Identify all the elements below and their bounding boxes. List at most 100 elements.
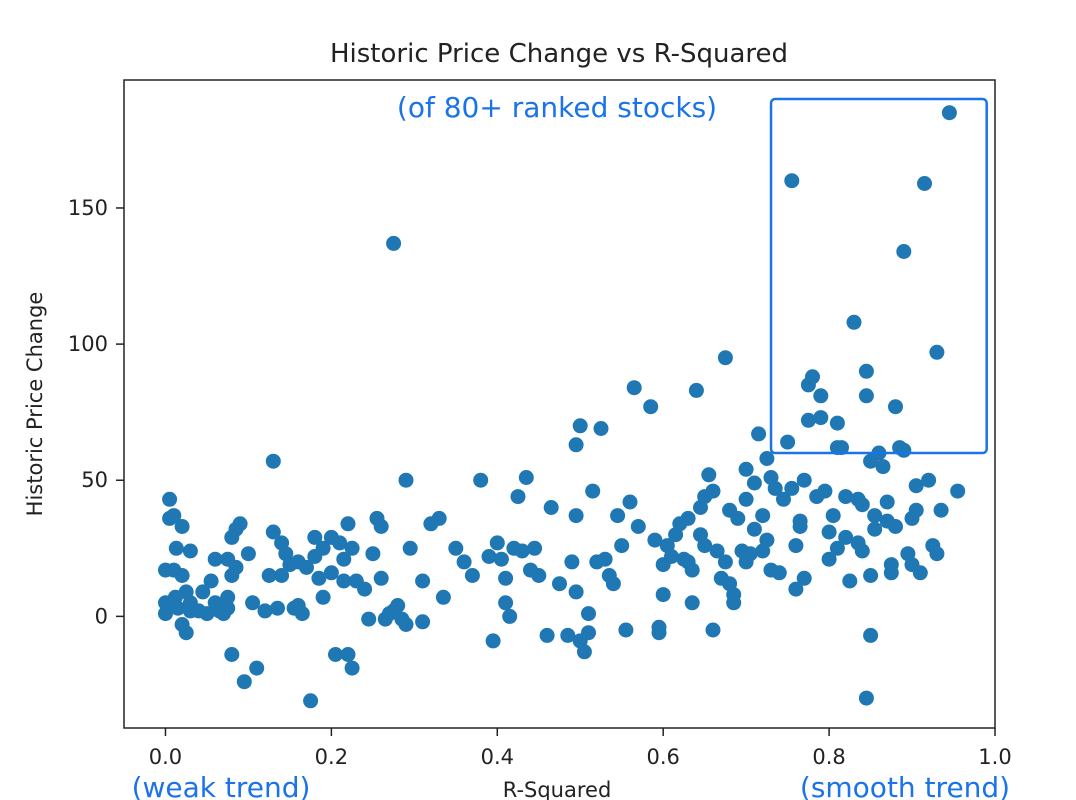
data-point <box>879 494 895 510</box>
data-point <box>863 627 879 643</box>
data-point <box>332 535 348 551</box>
data-point <box>917 176 932 191</box>
y-tick-label: 0 <box>95 604 108 628</box>
data-point <box>593 421 609 436</box>
data-point <box>498 595 514 611</box>
data-point <box>726 595 742 611</box>
data-point <box>207 551 223 567</box>
data-point <box>328 647 343 662</box>
data-point <box>336 573 352 589</box>
x-tick-label: 0.4 <box>481 745 514 769</box>
data-point <box>303 693 319 709</box>
data-point <box>614 538 630 554</box>
data-point <box>788 581 804 597</box>
data-point <box>178 625 194 641</box>
x-tick-label: 0.6 <box>646 745 679 769</box>
data-point <box>834 440 849 456</box>
data-point <box>398 472 414 488</box>
data-point <box>431 510 447 526</box>
data-point <box>701 467 717 483</box>
data-point <box>568 584 584 600</box>
data-point <box>697 538 713 554</box>
data-point <box>560 627 576 643</box>
data-point <box>755 508 771 524</box>
data-point <box>415 573 431 589</box>
data-point <box>464 568 480 583</box>
data-point <box>805 369 820 385</box>
data-point <box>622 494 638 510</box>
data-point <box>261 568 277 583</box>
data-point <box>336 551 352 567</box>
data-point <box>867 521 883 537</box>
data-point <box>174 568 190 583</box>
data-point <box>950 483 966 499</box>
data-point <box>829 415 845 431</box>
x-tick-label: 0.2 <box>315 745 348 769</box>
data-point <box>626 380 642 396</box>
data-point <box>182 543 198 559</box>
data-point <box>610 508 626 524</box>
data-point <box>265 524 281 540</box>
data-point <box>838 489 854 505</box>
data-point <box>605 576 621 592</box>
points-layer <box>158 105 966 709</box>
data-point <box>311 570 327 586</box>
data-point <box>220 589 236 605</box>
data-point <box>655 587 671 603</box>
data-point <box>361 611 377 627</box>
data-point <box>854 543 870 559</box>
data-point <box>473 472 489 488</box>
data-point <box>552 576 567 592</box>
data-point <box>817 483 833 499</box>
data-point <box>647 532 663 548</box>
data-point <box>813 388 829 404</box>
data-point <box>514 543 530 559</box>
data-point <box>888 519 903 534</box>
data-point <box>751 426 767 442</box>
data-point <box>489 535 505 551</box>
data-point <box>390 598 406 613</box>
data-point <box>630 519 646 534</box>
data-point <box>858 388 874 404</box>
data-point <box>912 565 928 581</box>
data-point <box>709 543 725 559</box>
data-point <box>846 314 862 330</box>
data-point <box>780 434 796 450</box>
data-point <box>236 674 252 690</box>
highlight-box <box>769 97 988 455</box>
data-point <box>767 480 783 496</box>
data-point <box>299 559 314 575</box>
data-point <box>867 508 883 524</box>
data-point <box>738 461 754 477</box>
data-point <box>158 606 173 622</box>
data-point <box>274 568 290 583</box>
y-tick-label: 50 <box>81 468 108 492</box>
data-point <box>792 519 808 534</box>
data-point <box>344 540 360 556</box>
data-point <box>518 470 534 485</box>
data-point <box>323 565 339 581</box>
data-point <box>564 554 580 570</box>
data-point <box>742 546 758 562</box>
data-point <box>858 690 874 706</box>
data-point <box>435 589 451 605</box>
data-point <box>933 502 949 518</box>
data-point <box>224 647 240 662</box>
data-point <box>340 647 356 662</box>
data-point <box>825 508 841 524</box>
annotation-header: (of 80+ ranked stocks) <box>397 91 717 124</box>
data-point <box>531 568 547 583</box>
data-point <box>664 549 679 564</box>
data-point <box>597 551 613 567</box>
data-point <box>581 606 596 622</box>
ticks-layer: 0.0 0.2 0.4 0.6 0.8 1.0 0 50 100 150 <box>68 196 1012 769</box>
x-tick-label: 0.8 <box>812 745 845 769</box>
data-point <box>896 244 912 259</box>
data-point <box>680 510 696 526</box>
data-point <box>576 644 592 660</box>
y-axis-label: Historic Price Change <box>23 292 47 517</box>
data-point <box>730 510 746 526</box>
data-point <box>796 570 812 586</box>
data-point <box>738 491 754 507</box>
data-point <box>170 600 186 616</box>
